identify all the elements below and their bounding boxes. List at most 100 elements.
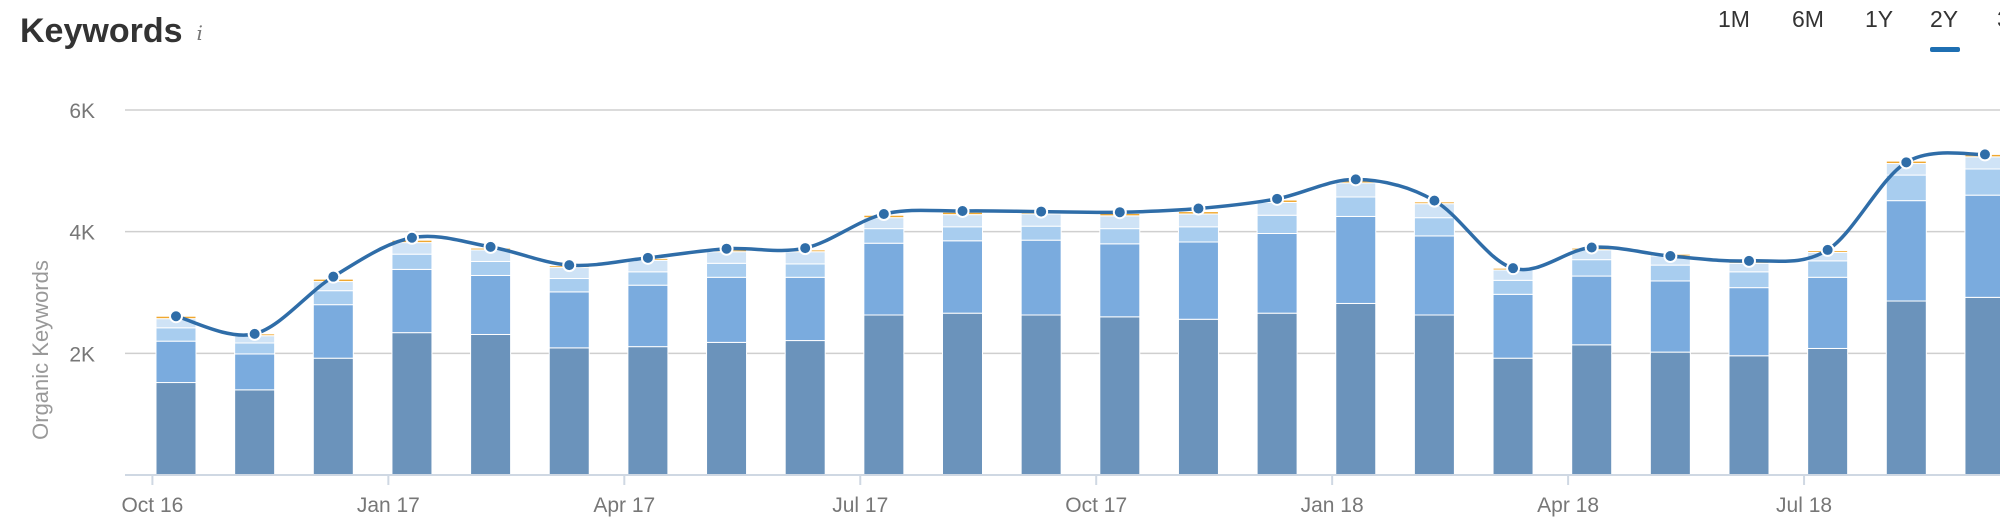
bar-segment[interactable] — [1964, 194, 2000, 298]
bar-segment[interactable] — [1964, 296, 2000, 476]
bar-segment[interactable] — [863, 314, 905, 476]
bar-segment[interactable] — [1020, 225, 1062, 241]
bar-segment[interactable] — [1335, 215, 1377, 304]
bar-segment[interactable] — [391, 253, 433, 270]
bar-segment[interactable] — [1020, 314, 1062, 476]
bar-segment[interactable] — [1177, 213, 1219, 228]
trend-point[interactable] — [247, 326, 262, 341]
bar-segment[interactable] — [942, 240, 983, 314]
info-icon[interactable]: i — [196, 21, 203, 45]
trend-point[interactable] — [1584, 240, 1599, 255]
trend-point[interactable] — [1112, 205, 1127, 220]
bar-segment[interactable] — [1807, 347, 1849, 476]
bar-segment[interactable] — [234, 342, 276, 355]
bar-segment[interactable] — [391, 332, 433, 476]
bar-segment[interactable] — [1020, 239, 1062, 316]
bar-segment[interactable] — [391, 268, 433, 334]
trend-point[interactable] — [955, 203, 970, 218]
trend-point[interactable] — [1191, 201, 1206, 216]
bar-segment[interactable] — [1413, 217, 1455, 237]
bar-segment[interactable] — [706, 341, 748, 476]
bar-segment[interactable] — [784, 340, 826, 476]
bar-segment[interactable] — [1492, 293, 1534, 359]
range-3y-button[interactable]: 3Y — [1997, 6, 2000, 33]
trend-point[interactable] — [169, 309, 183, 324]
bar-segment[interactable] — [627, 271, 669, 286]
range-6m-button[interactable]: 6M — [1792, 6, 1824, 32]
bar-segment[interactable] — [312, 290, 354, 306]
bar-segment[interactable] — [863, 242, 905, 316]
bar-segment[interactable] — [706, 262, 748, 278]
trend-point[interactable] — [483, 239, 498, 254]
trend-point[interactable] — [1820, 242, 1835, 257]
trend-point[interactable] — [1977, 147, 1992, 162]
trend-point[interactable] — [719, 241, 734, 256]
trend-point[interactable] — [1270, 191, 1285, 206]
bar-segment[interactable] — [627, 284, 669, 348]
bar-segment[interactable] — [1649, 351, 1691, 476]
bar-segment[interactable] — [548, 347, 590, 476]
bar-segment[interactable] — [1885, 300, 1927, 476]
bar-segment[interactable] — [1256, 312, 1298, 476]
trend-point[interactable] — [1899, 155, 1914, 170]
bar-segment[interactable] — [942, 226, 983, 242]
bar-segment[interactable] — [1728, 271, 1770, 289]
trend-point[interactable] — [1742, 253, 1756, 268]
bar-segment[interactable] — [784, 276, 826, 342]
bar-segment[interactable] — [1177, 241, 1219, 320]
bar-segment[interactable] — [1807, 276, 1849, 349]
range-1m-button[interactable]: 1M — [1718, 6, 1750, 32]
range-1y-button[interactable]: 1Y — [1865, 6, 1894, 32]
bar-segment[interactable] — [863, 228, 905, 244]
bar-segment[interactable] — [548, 278, 590, 293]
bar-segment[interactable] — [784, 263, 826, 278]
bar-segment[interactable] — [1177, 226, 1219, 243]
bar-segment[interactable] — [155, 382, 197, 476]
trend-point[interactable] — [1348, 172, 1363, 187]
bar-segment[interactable] — [470, 274, 512, 335]
bar-segment[interactable] — [1649, 280, 1691, 353]
bar-segment[interactable] — [1728, 355, 1770, 476]
bar-segment[interactable] — [1649, 264, 1691, 282]
bar-segment[interactable] — [1099, 228, 1141, 245]
bar-segment[interactable] — [470, 333, 512, 476]
bar-segment[interactable] — [312, 357, 354, 476]
bar-segment[interactable] — [1492, 279, 1534, 295]
bar-segment[interactable] — [155, 340, 197, 384]
bar-segment[interactable] — [942, 312, 983, 476]
trend-point[interactable] — [404, 230, 419, 245]
bar-segment[interactable] — [1335, 302, 1377, 476]
bar-segment[interactable] — [1256, 214, 1298, 234]
bar-segment[interactable] — [1885, 174, 1927, 202]
range-2y-button[interactable]: 2Y — [1930, 6, 1959, 32]
bar-segment[interactable] — [1177, 318, 1219, 476]
bar-segment[interactable] — [1413, 235, 1455, 316]
bar-segment[interactable] — [155, 327, 197, 342]
bar-segment[interactable] — [1885, 200, 1927, 302]
bar-segment[interactable] — [234, 389, 276, 476]
trend-point[interactable] — [1663, 249, 1678, 263]
bar-segment[interactable] — [1571, 275, 1613, 346]
bar-segment[interactable] — [627, 346, 669, 476]
trend-point[interactable] — [562, 258, 577, 273]
bar-segment[interactable] — [706, 276, 748, 343]
bar-segment[interactable] — [1728, 287, 1770, 357]
bar-segment[interactable] — [1807, 260, 1849, 278]
bar-segment[interactable] — [1335, 196, 1377, 217]
bar-segment[interactable] — [1571, 344, 1613, 476]
trend-point[interactable] — [1506, 261, 1521, 276]
bar-segment[interactable] — [1964, 168, 2000, 196]
trend-point[interactable] — [326, 269, 341, 284]
bar-segment[interactable] — [470, 260, 512, 276]
bar-segment[interactable] — [1413, 314, 1455, 476]
trend-point[interactable] — [640, 250, 655, 265]
bar-segment[interactable] — [234, 353, 276, 391]
bar-segment[interactable] — [1099, 316, 1141, 476]
bar-segment[interactable] — [1571, 259, 1613, 277]
bar-segment[interactable] — [1256, 232, 1298, 314]
bar-segment[interactable] — [548, 291, 590, 349]
trend-point[interactable] — [1034, 204, 1049, 219]
bar-segment[interactable] — [1492, 357, 1534, 476]
trend-point[interactable] — [876, 207, 891, 222]
bar-segment[interactable] — [312, 304, 354, 359]
